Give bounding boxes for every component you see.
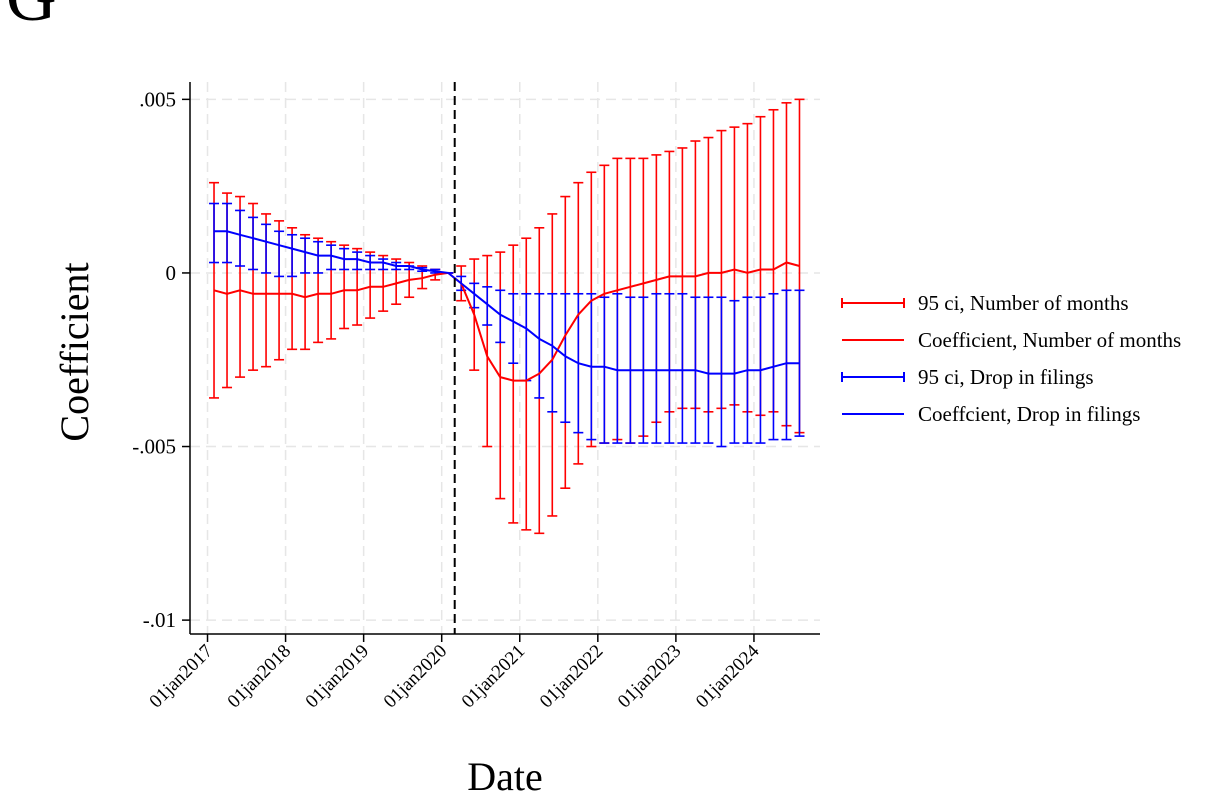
x-tick-label: 01jan2017	[145, 641, 217, 713]
x-tick-label: 01jan2020	[380, 641, 452, 713]
x-axis-title: Date	[467, 754, 543, 799]
legend-label: 95 ci, Number of months	[918, 291, 1129, 315]
legend-label: Coefficient, Number of months	[918, 328, 1181, 352]
legend-label: 95 ci, Drop in filings	[918, 365, 1094, 389]
y-tick-label: .005	[139, 87, 176, 111]
panel-label: G	[6, 0, 57, 36]
coefficient-line	[214, 230, 800, 375]
x-tick-label: 01jan2021	[458, 641, 530, 713]
coefficient-line	[213, 261, 800, 382]
y-axis-title: Coefficient	[52, 262, 97, 441]
x-tick-label: 01jan2024	[692, 640, 764, 712]
y-tick-label: -.01	[143, 608, 176, 632]
y-tick-label: 0	[166, 261, 177, 285]
x-tick-label: 01jan2022	[536, 641, 608, 713]
x-tick-label: 01jan2018	[224, 641, 296, 713]
y-tick-label: -.005	[132, 435, 176, 459]
x-tick-label: 01jan2023	[614, 641, 686, 713]
x-tick-label: 01jan2019	[302, 641, 374, 713]
legend-label: Coeffcient, Drop in filings	[918, 402, 1140, 426]
